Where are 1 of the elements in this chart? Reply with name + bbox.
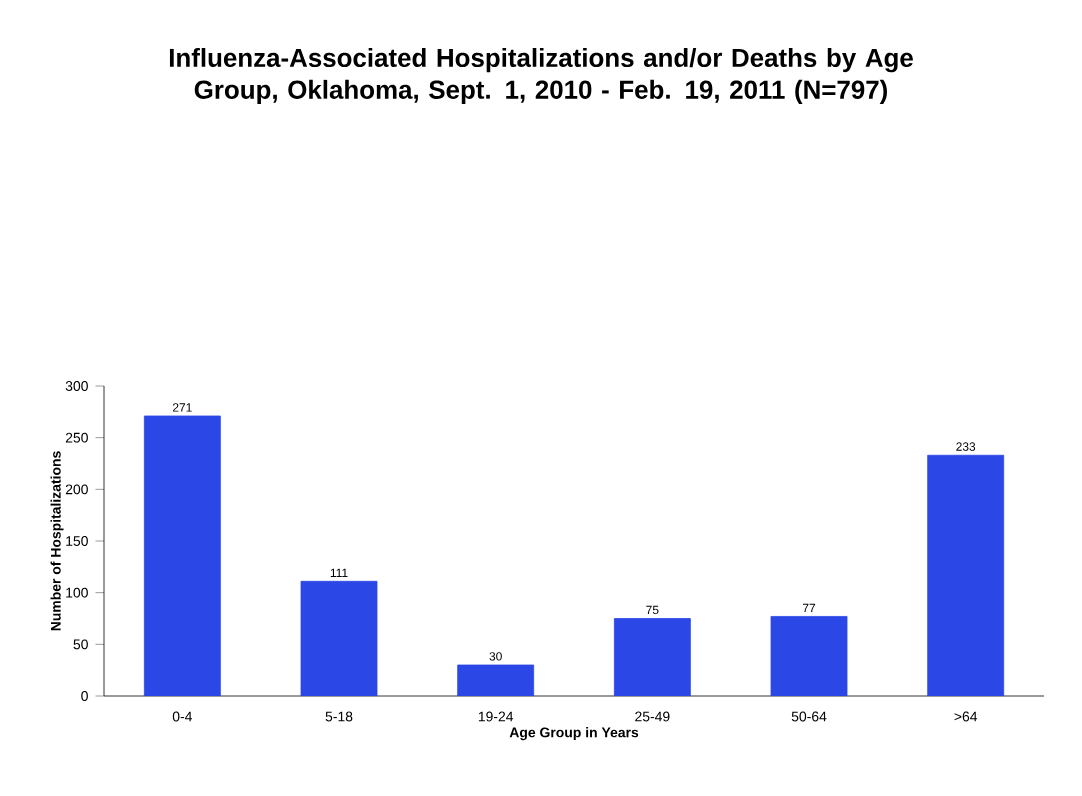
chart-title: Influenza-Associated Hospitalizations and/or Deaths by Age Group, Oklahoma, Sept. 1, 2010 - Feb. 19, 2011 (N=797): [169, 47, 913, 105]
